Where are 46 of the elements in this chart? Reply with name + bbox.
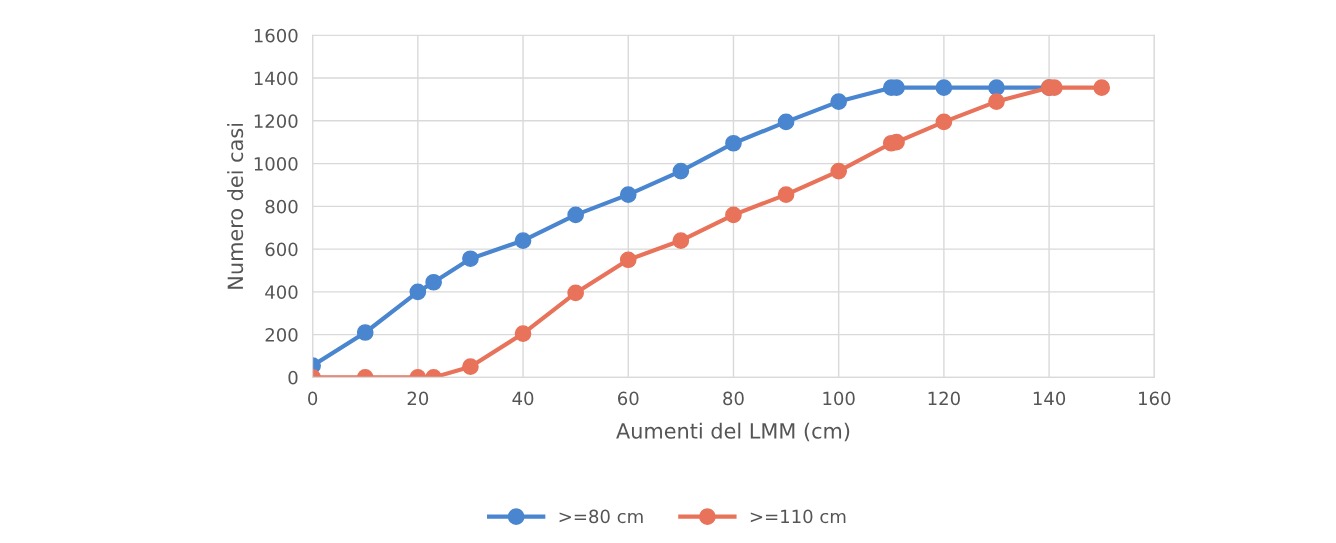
y-tick-label: 600 (265, 242, 298, 257)
point (988, 93, 1005, 110)
y-tick-label: 400 (265, 285, 298, 299)
x-tick-label: 0 (308, 391, 318, 406)
point (514, 232, 532, 249)
point (830, 162, 848, 180)
point (777, 113, 795, 131)
y-tick-label: 1400 (254, 71, 298, 86)
point (619, 186, 637, 203)
point (935, 113, 953, 131)
x-tick-label: 100 (823, 391, 855, 406)
point (425, 273, 442, 291)
point (725, 206, 742, 224)
point (514, 325, 532, 342)
point (777, 186, 795, 203)
point (672, 232, 690, 249)
point (567, 206, 584, 224)
x-tick-label: 60 (618, 391, 639, 406)
point (1093, 79, 1111, 97)
y-tick-label: 800 (265, 199, 298, 214)
x-tick-label: 80 (723, 391, 744, 406)
point (672, 162, 690, 180)
x-axis-title: Aumenti del LMM (cm) (616, 422, 850, 442)
y-axis-title: Numero dei casi (227, 123, 244, 289)
point (462, 358, 479, 376)
x-tick-label: 20 (407, 391, 429, 406)
point (988, 79, 1005, 97)
x-tick-label: 40 (512, 391, 534, 406)
y-tick-label: 1600 (254, 28, 298, 43)
x-tick-label: 160 (1139, 391, 1171, 406)
point (935, 79, 953, 97)
x-tick-label: 140 (1033, 391, 1066, 406)
point (567, 284, 584, 302)
x-tick-label: 120 (928, 391, 960, 406)
y-tick-label: 0 (288, 370, 298, 385)
point (462, 250, 479, 268)
y-tick-label: 200 (265, 328, 298, 342)
legend-label: >=80 cm (559, 509, 643, 524)
point (409, 283, 427, 301)
point (725, 134, 742, 152)
y-tick-label: 1200 (254, 114, 298, 128)
point (356, 324, 374, 341)
legend-label: >=110 cm (750, 509, 846, 524)
y-tick-label: 1000 (254, 157, 298, 171)
point (830, 93, 848, 110)
point (619, 251, 637, 269)
